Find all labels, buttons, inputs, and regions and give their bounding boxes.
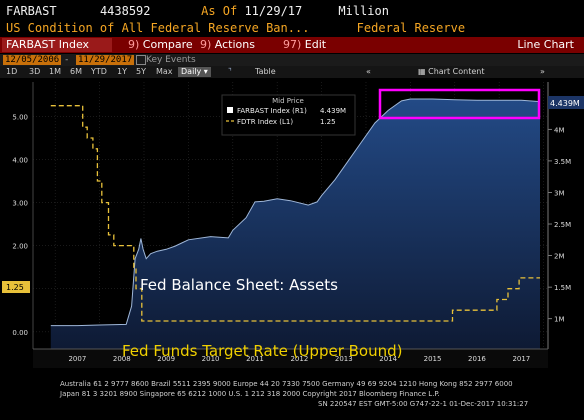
x-tick-label: 2012 <box>290 355 308 363</box>
start-date-field[interactable]: 12/05/2006 <box>3 55 62 65</box>
actions-label: Actions <box>214 38 255 51</box>
chart-style-icon[interactable]: ⌝ <box>228 67 232 76</box>
right-axis: 1M 1.5M 2M 2.5M 3M 3.5M 4M <box>547 82 571 349</box>
frequency-dropdown[interactable]: Daily ▾ <box>178 67 211 77</box>
footer-session-line: SN 220547 EST GMT-5:00 G747-22-1 01-Dec-… <box>318 400 529 408</box>
expand-icon[interactable]: » <box>540 67 545 76</box>
right-tick-label: 1.5M <box>554 284 571 292</box>
period-1y[interactable]: 1Y <box>117 67 127 76</box>
security-field[interactable]: FARBAST Index <box>2 38 112 52</box>
collapse-icon[interactable]: « <box>366 67 371 76</box>
right-last-value-box <box>548 96 584 109</box>
period-1d[interactable]: 1D <box>6 67 18 76</box>
unit-label: Million <box>338 4 389 18</box>
right-tick-label: 2.5M <box>554 221 571 229</box>
x-tick-label: 2013 <box>335 355 353 363</box>
legend-title: Mid Price <box>272 97 304 105</box>
left-tick-label: 4.00 <box>12 157 28 165</box>
ticker-symbol: FARBAST <box>6 4 57 18</box>
right-tick-label: 3.5M <box>554 158 571 166</box>
legend-label-farbast: FARBAST Index (R1) <box>237 107 307 115</box>
ticker-row: FARBAST 4438592 As Of 11/29/17 Million <box>0 0 584 20</box>
as-of-label: As Of <box>201 4 238 18</box>
date-range-bar: 12/05/2006 - 11/29/2017 Key Events <box>0 54 584 66</box>
x-axis: 2007 2008 2009 2010 2011 2012 2013 2014 2015 2016… <box>33 348 548 368</box>
x-tick-label: 2017 <box>512 355 530 363</box>
edit-number: 97) <box>283 38 302 51</box>
period-3d[interactable]: 3D <box>29 67 41 76</box>
balance-sheet-line <box>50 98 541 327</box>
left-last-value-tag: 1.25 <box>2 281 30 293</box>
right-last-value-label: 4.439M <box>550 99 580 108</box>
x-tick-label: 2014 <box>379 355 397 363</box>
compare-label: Compare <box>142 38 193 51</box>
balance-sheet-annotation: Fed Balance Sheet: Assets <box>140 276 338 294</box>
fed-funds-rate-line <box>50 105 540 322</box>
x-tick-label: 2008 <box>113 355 131 363</box>
chart-type-label[interactable]: Line Chart <box>517 38 574 51</box>
right-tick-label: 4M <box>554 126 565 134</box>
right-last-value-tag: 4.439M <box>548 96 584 109</box>
chart-area[interactable]: 0.001.002.003.004.005.00 1M1.5M2M2.5M3M3… <box>0 79 584 368</box>
x-tick-label: 2010 <box>202 355 220 363</box>
highlight-box <box>378 88 541 120</box>
footer-contact-line-1: Australia 61 2 9777 8600 Brazil 5511 239… <box>60 380 513 388</box>
left-tick-label: 5.00 <box>12 113 28 121</box>
edit-button[interactable]: 97) Edit <box>283 38 326 52</box>
ticker-value: 4438592 <box>99 4 151 18</box>
legend-label-fdtr: FDTR Index (L1) <box>237 118 293 126</box>
legend-box <box>221 94 356 136</box>
date-separator: - <box>64 55 70 65</box>
x-tick-label: 2009 <box>157 355 175 363</box>
key-events-label: Key Events <box>146 55 196 65</box>
key-events-checkbox[interactable] <box>136 55 146 65</box>
balance-sheet-area <box>50 99 541 349</box>
x-tick-label: 2007 <box>68 355 86 363</box>
compare-number: 9) <box>128 38 140 51</box>
chart-svg[interactable]: 0.001.002.003.004.005.00 1M1.5M2M2.5M3M3… <box>0 79 584 368</box>
period-1m[interactable]: 1M <box>49 67 61 76</box>
security-description: US Condition of All Federal Reserve Ban.… <box>6 21 310 35</box>
description-row: US Condition of All Federal Reserve Ban.… <box>0 20 584 36</box>
legend-swatch-farbast <box>227 107 233 113</box>
as-of-date: 11/29/17 <box>244 4 303 18</box>
period-5y[interactable]: 5Y <box>136 67 146 76</box>
edit-label: Edit <box>304 38 327 51</box>
x-axis-band <box>33 349 548 368</box>
x-tick-label: 2015 <box>424 355 442 363</box>
period-max[interactable]: Max <box>156 67 173 76</box>
left-axis: 0.001.002.003.004.005.00 <box>12 82 34 349</box>
chart-content-icon: ▦ <box>418 67 426 76</box>
period-6m[interactable]: 6M <box>70 67 82 76</box>
period-toolbar: 1D 3D 1M 6M YTD 1Y 5Y Max Daily ▾ ⌝ Tabl… <box>0 66 584 78</box>
right-tick-label: 1M <box>554 316 565 324</box>
chart-content-label: Chart Content <box>428 67 485 76</box>
left-tick-label: 2.00 <box>12 243 28 251</box>
compare-button[interactable]: 9) Compare <box>128 38 193 52</box>
period-ytd[interactable]: YTD <box>91 67 107 76</box>
right-tick-label: 2M <box>554 253 565 261</box>
left-last-value-box <box>2 281 30 293</box>
footer-contact-line-2: Japan 81 3 3201 8900 Singapore 65 6212 1… <box>60 390 440 398</box>
footer: Australia 61 2 9777 8600 Brazil 5511 239… <box>0 370 584 420</box>
fed-funds-annotation: Fed Funds Target Rate (Upper Bound) <box>122 342 402 360</box>
legend: Mid Price FARBAST Index (R1) 4.439M FDTR… <box>221 94 356 136</box>
right-tick-label: 3M <box>554 189 565 197</box>
x-tick-label: 2011 <box>246 355 264 363</box>
table-button[interactable]: Table <box>255 67 276 76</box>
data-source: Federal Reserve <box>356 21 466 35</box>
left-tick-label: 3.00 <box>12 200 28 208</box>
end-date-field[interactable]: 11/29/2017 <box>76 55 135 65</box>
frequency-label: Daily <box>181 67 202 76</box>
left-last-value-label: 1.25 <box>6 283 24 292</box>
legend-value-farbast: 4.439M <box>320 107 346 115</box>
actions-number: 9) <box>200 38 212 51</box>
menu-bar: FARBAST Index 9) Compare 9) Actions 97) … <box>0 37 584 53</box>
x-tick-label: 2016 <box>468 355 486 363</box>
left-tick-label: 0.00 <box>12 329 28 337</box>
legend-value-fdtr: 1.25 <box>320 118 336 126</box>
chart-content-button[interactable]: ▦ Chart Content <box>418 67 484 77</box>
actions-button[interactable]: 9) Actions <box>200 38 255 52</box>
